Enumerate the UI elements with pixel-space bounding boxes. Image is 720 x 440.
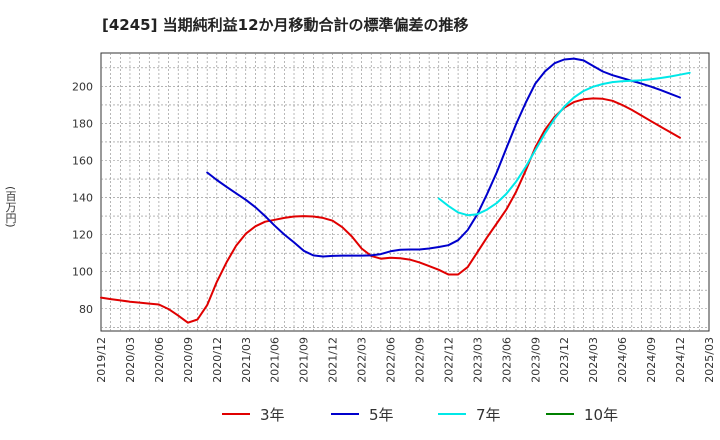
x-tick-label: 2023/06	[500, 337, 513, 383]
series-line	[100, 97, 681, 324]
x-tick-label: 2024/03	[587, 337, 600, 383]
x-tick-label: 2022/03	[356, 337, 369, 383]
x-tick-label: 2019/12	[95, 337, 108, 383]
x-tick-label: 2025/03	[703, 337, 716, 383]
x-tick-label: 2020/03	[124, 337, 137, 383]
x-tick-label: 2024/06	[616, 337, 629, 383]
legend-label: 5年	[369, 406, 394, 424]
plot-frame	[100, 52, 710, 332]
x-tick-label: 2021/03	[240, 337, 253, 383]
y-tick-label: 80	[79, 303, 93, 316]
legend-label: 3年	[260, 406, 285, 424]
x-tick-label: 2024/12	[674, 337, 687, 383]
y-tick-label: 140	[72, 192, 93, 205]
y-tick-label: 200	[72, 80, 93, 93]
series-line	[206, 57, 681, 258]
x-tick-label: 2021/12	[327, 337, 340, 383]
x-tick-label: 2023/03	[471, 337, 484, 383]
legend-label: 10年	[584, 406, 618, 424]
series-line	[437, 71, 691, 217]
y-tick-label: 160	[72, 154, 93, 167]
x-tick-label: 2021/06	[269, 337, 282, 383]
y-tick-label: 100	[72, 266, 93, 279]
x-tick-label: 2022/09	[413, 337, 426, 383]
chart-title: [4245] 当期純利益12か月移動合計の標準偏差の推移	[102, 16, 469, 34]
x-tick-label: 2023/12	[558, 337, 571, 383]
x-tick-label: 2020/12	[211, 337, 224, 383]
y-tick-label: 120	[72, 229, 93, 242]
y-tick-label: 180	[72, 117, 93, 130]
x-tick-label: 2024/09	[645, 337, 658, 383]
y-axis-label: (百万円)	[4, 186, 17, 228]
x-tick-label: 2020/09	[182, 337, 195, 383]
x-tick-label: 2023/09	[529, 337, 542, 383]
x-tick-label: 2021/09	[298, 337, 311, 383]
x-tick-label: 2020/06	[153, 337, 166, 383]
legend-label: 7年	[476, 406, 501, 424]
x-tick-label: 2022/12	[442, 337, 455, 383]
x-tick-label: 2022/06	[385, 337, 398, 383]
